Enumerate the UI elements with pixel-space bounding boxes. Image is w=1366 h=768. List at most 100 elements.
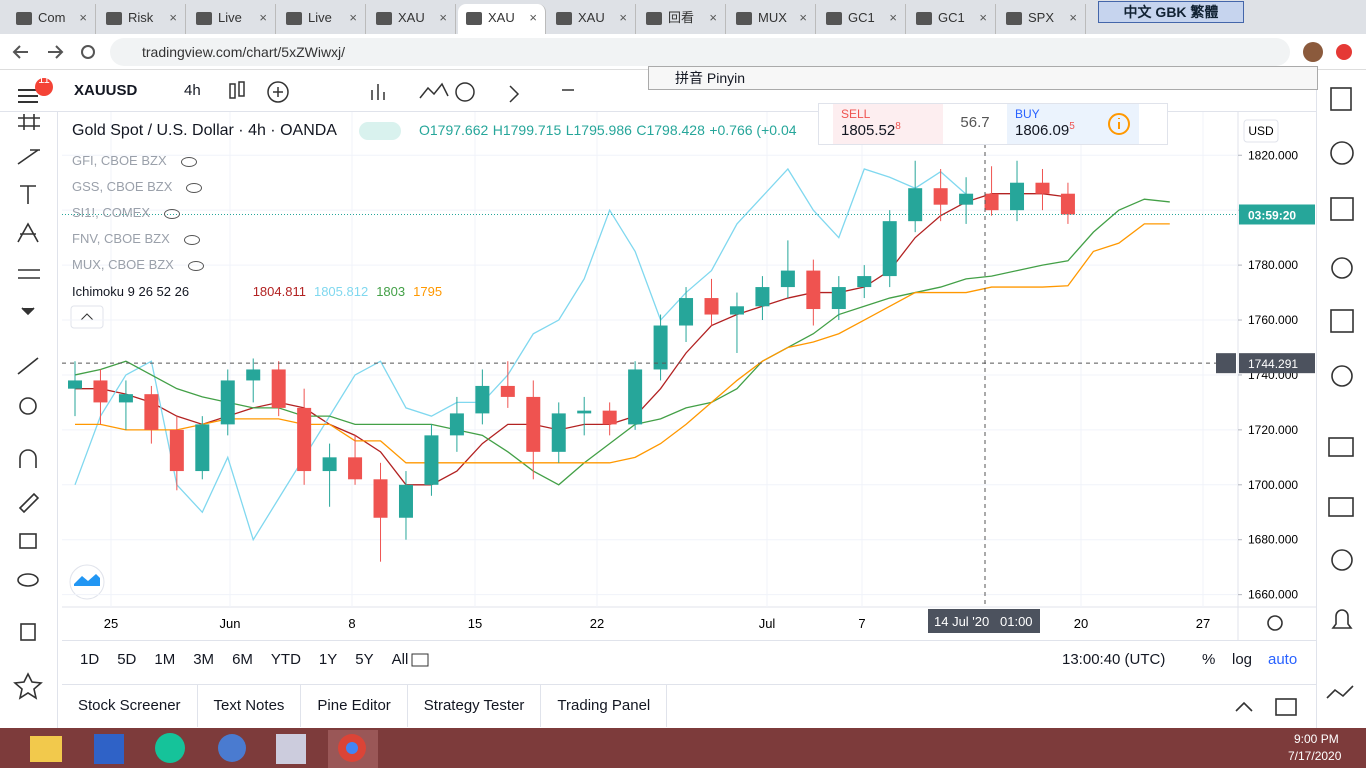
panel-tab[interactable]: Trading Panel	[541, 685, 668, 727]
browser-tab[interactable]: XAU ×	[458, 4, 546, 34]
tab-close[interactable]: ×	[709, 10, 717, 25]
hidden-icon[interactable]	[183, 234, 200, 245]
candle-body	[195, 424, 210, 472]
tab-close[interactable]: ×	[169, 10, 177, 25]
compare-item[interactable]: SI1!, COMEX	[72, 200, 797, 226]
hidden-icon[interactable]	[186, 182, 203, 193]
tab-icon	[16, 12, 32, 25]
candle-body	[246, 369, 261, 381]
hidden-icon[interactable]	[180, 156, 197, 167]
info-icon[interactable]	[1107, 112, 1131, 136]
hidden-icon[interactable]	[164, 208, 181, 219]
candle-body	[908, 188, 923, 222]
compare-item[interactable]: GFI, CBOE BZX	[72, 148, 797, 174]
currency-box	[1243, 119, 1279, 143]
panel-tab[interactable]: Strategy Tester	[408, 685, 542, 727]
candle-body	[959, 193, 974, 205]
range-buttons: 1D 5D 1M 3M 6M YTD 1Y 5Y All	[80, 651, 426, 668]
symbol[interactable]: XAUUSD	[74, 82, 138, 99]
browser-tab[interactable]: XAU ×	[368, 4, 456, 34]
candle-body	[475, 385, 490, 414]
tab-close[interactable]: ×	[529, 10, 537, 25]
drawing-toolbar	[0, 112, 58, 728]
indicator-line	[74, 198, 1170, 486]
range-button[interactable]: YTD	[270, 651, 301, 668]
ime-bar[interactable]: 中文 GBK 繁體	[1098, 1, 1244, 23]
y-tick-label: 1780.000	[1248, 258, 1298, 272]
nav-buttons[interactable]	[0, 34, 110, 70]
tab-icon	[466, 12, 482, 25]
range-button[interactable]: All	[391, 651, 409, 668]
tab-close[interactable]: ×	[79, 10, 87, 25]
browser-tab[interactable]: Com ×	[8, 4, 96, 34]
tray-date: 7/17/2020	[1288, 749, 1342, 763]
auto-toggle[interactable]: auto	[1268, 651, 1298, 668]
tab-close[interactable]: ×	[889, 10, 897, 25]
menu-icon[interactable]	[14, 78, 54, 108]
candle-body	[577, 410, 592, 414]
candle-body	[882, 221, 897, 277]
browser-tab[interactable]: Live ×	[278, 4, 366, 34]
panel-tab[interactable]: Text Notes	[198, 685, 302, 727]
log-toggle[interactable]: log	[1232, 651, 1253, 668]
sell-box[interactable]: SELL 1805.528	[833, 104, 943, 144]
range-button[interactable]: 1D	[80, 651, 100, 668]
compare-item[interactable]: GSS, CBOE BZX	[72, 174, 797, 200]
indicator-row: Ichimoku 9 26 52 26 1804.811 1805.812 1803…	[72, 278, 797, 306]
toolbar-icons[interactable]	[220, 78, 640, 106]
indicator-name: Ichimoku 9 26 52 26	[72, 284, 190, 299]
browser-tab[interactable]: XAU ×	[548, 4, 636, 34]
range-button[interactable]: 1Y	[318, 651, 338, 668]
pinyin-bar[interactable]: 拼音 Pinyin	[648, 66, 1318, 90]
range-bar: 1D 5D 1M 3M 6M YTD 1Y 5Y All 13:00:40 (UTC) % lo…	[62, 640, 1316, 678]
range-button[interactable]: 5D	[117, 651, 137, 668]
candle-body	[297, 407, 312, 472]
tab-close[interactable]: ×	[439, 10, 447, 25]
range-button[interactable]: 1M	[154, 651, 176, 668]
tab-close[interactable]: ×	[349, 10, 357, 25]
browser-tab[interactable]: MUX ×	[728, 4, 816, 34]
compare-item[interactable]: FNV, CBOE BZX	[72, 226, 797, 252]
browser-tab[interactable]: Risk ×	[98, 4, 186, 34]
browser-tab[interactable]: 回看 ×	[638, 4, 726, 34]
tab-icon	[376, 12, 392, 25]
profile[interactable]	[1300, 40, 1360, 64]
collapse-button[interactable]	[70, 305, 104, 329]
browser-tab[interactable]: Live ×	[188, 4, 276, 34]
url[interactable]: tradingview.com/chart/5xZWiwxj/	[110, 38, 1290, 66]
tab-close[interactable]: ×	[799, 10, 807, 25]
browser-tab[interactable]: GC1 ×	[908, 4, 996, 34]
hidden-icon[interactable]	[187, 260, 204, 271]
tab-close[interactable]: ×	[619, 10, 627, 25]
taskbar-apps[interactable]	[0, 728, 400, 768]
panel-controls[interactable]	[1232, 695, 1302, 719]
range-button[interactable]: 6M	[232, 651, 253, 668]
date-range-icon[interactable]	[410, 651, 430, 669]
panel-tab[interactable]: Stock Screener	[62, 685, 198, 727]
candle-body	[322, 457, 337, 472]
percent-toggle[interactable]: %	[1202, 651, 1216, 668]
ohlc-low: L1795.986	[565, 122, 632, 139]
compare-item[interactable]: MUX, CBOE BZX	[72, 252, 797, 278]
panel-tab[interactable]: Pine Editor	[301, 685, 408, 727]
tab-close[interactable]: ×	[979, 10, 987, 25]
candle-body	[653, 325, 668, 370]
range-button[interactable]: 5Y	[355, 651, 374, 668]
tab-close[interactable]: ×	[1069, 10, 1077, 25]
interval[interactable]: 4h	[184, 82, 201, 99]
buy-pip: 5	[1069, 121, 1075, 132]
compare-name: GFI, CBOE BZX	[72, 153, 167, 168]
drawing-tools[interactable]	[0, 112, 58, 728]
browser-tab[interactable]: GC1 ×	[818, 4, 906, 34]
tab-icon	[826, 12, 842, 25]
buy-box[interactable]: BUY 1806.095	[1007, 104, 1139, 144]
browser-tab[interactable]: SPX ×	[998, 4, 1086, 34]
indicator-value: 1803	[376, 284, 406, 299]
tab-close[interactable]: ×	[259, 10, 267, 25]
tab-icon	[646, 12, 662, 25]
range-button[interactable]: 3M	[193, 651, 215, 668]
clock[interactable]: 13:00:40 (UTC)	[1062, 651, 1166, 668]
panel-tabs: Stock Screener Text Notes Pine Editor Strat…	[62, 684, 1316, 728]
right-tools[interactable]	[1317, 70, 1366, 728]
y-tick-label: 1760.000	[1248, 313, 1298, 327]
